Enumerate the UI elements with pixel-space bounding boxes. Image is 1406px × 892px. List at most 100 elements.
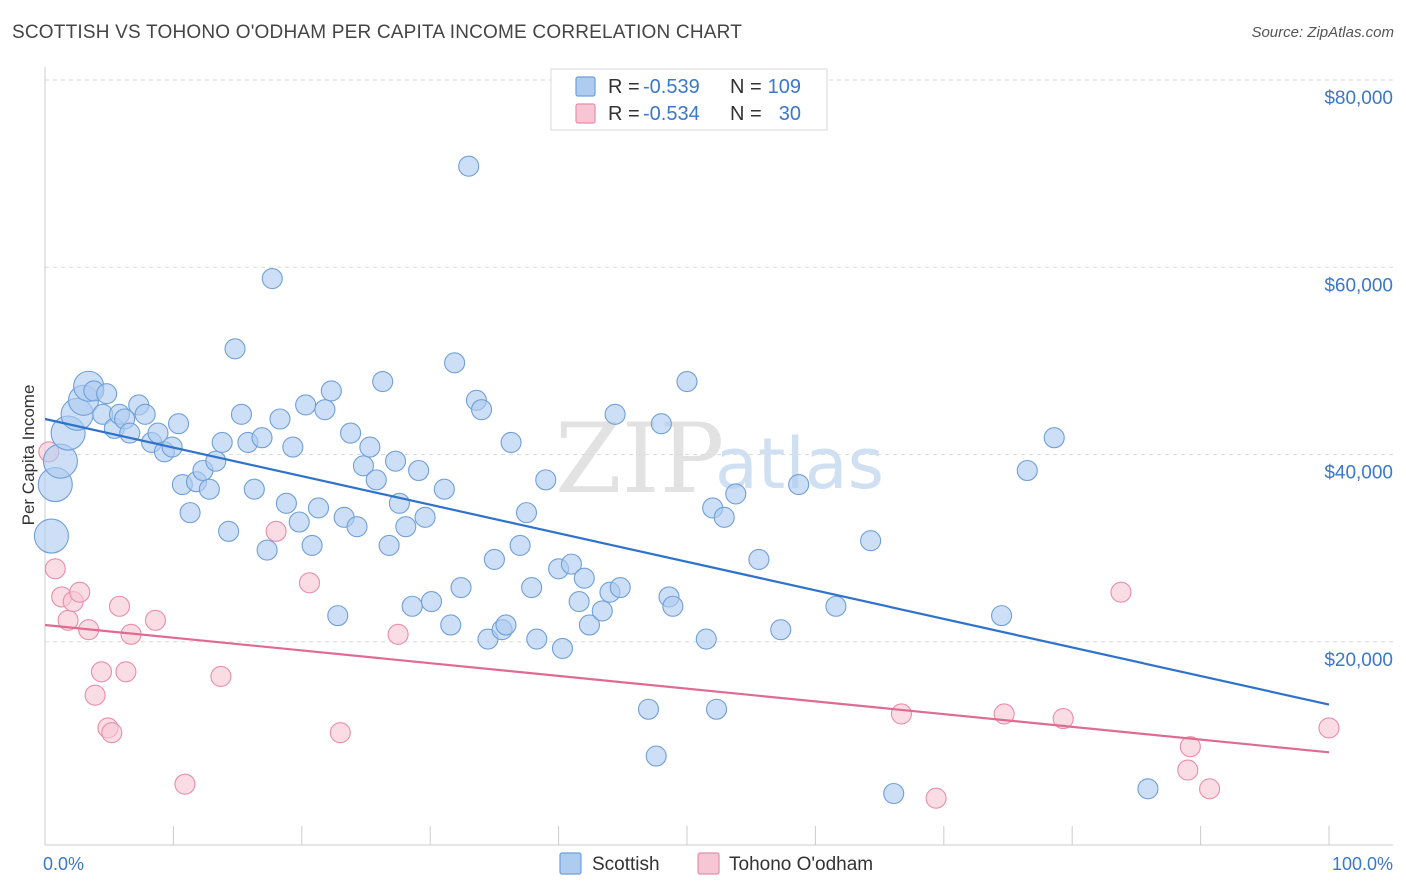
legend-swatch-tohono <box>575 103 596 124</box>
legend-r-value-1: -0.539 <box>643 76 700 98</box>
scottish-point-41 <box>301 534 323 556</box>
scottish-point-81 <box>568 591 590 613</box>
scottish-point-82 <box>573 567 595 589</box>
tohono-point-15 <box>174 773 196 795</box>
scottish-point-107 <box>1043 427 1065 449</box>
source-credit: Source: ZipAtlas.com <box>1251 24 1394 41</box>
scottish-point-29 <box>224 338 246 360</box>
scottish-point-90 <box>650 413 672 435</box>
scottish-point-57 <box>401 595 423 617</box>
correlation-legend: R = -0.539 N = 109 R = -0.534 N = 30 <box>550 68 828 131</box>
scottish-point-35 <box>261 268 283 290</box>
scottish-point-86 <box>604 403 626 425</box>
scottish-point-50 <box>359 436 381 458</box>
gridlines <box>45 79 1393 643</box>
legend-r-label-1: R = <box>608 76 640 98</box>
tohono-point-21 <box>890 703 912 725</box>
scottish-point-73 <box>509 534 531 556</box>
y-tick-label-80000: $80,000 <box>1324 88 1393 109</box>
y-tick-label-40000: $40,000 <box>1324 463 1393 484</box>
scottish-point-96 <box>705 698 728 720</box>
scottish-point-56 <box>395 516 417 538</box>
tohono-point-5 <box>69 581 91 603</box>
scottish-point-47 <box>340 422 362 444</box>
series-legend: Scottish Tohono O'odham <box>559 852 873 875</box>
y-tick-label-60000: $60,000 <box>1324 275 1393 296</box>
bottom-legend-swatch-scottish <box>559 852 582 875</box>
scottish-point-48 <box>346 516 368 538</box>
scottish-point-83 <box>578 614 600 636</box>
scottish-point-25 <box>198 478 220 500</box>
scottish-point-106 <box>1016 459 1038 482</box>
scottish-point-53 <box>378 534 400 556</box>
scottish-point-27 <box>211 431 233 453</box>
legend-swatch-scottish <box>575 76 596 97</box>
scottish-point-99 <box>748 548 770 570</box>
scottish-point-36 <box>269 408 291 430</box>
tohono-point-19 <box>329 722 351 744</box>
x-tick-label-min: 0.0% <box>43 854 84 874</box>
watermark-zip: ZIP <box>555 403 724 515</box>
scottish-point-43 <box>314 399 336 421</box>
x-tick-label-max: 100.0% <box>1332 854 1393 874</box>
tohono-point-8 <box>90 661 113 683</box>
legend-box <box>550 68 828 131</box>
scottish-point-93 <box>676 371 698 393</box>
scottish-point-72 <box>500 431 522 453</box>
y-tick-label-20000: $20,000 <box>1324 650 1393 671</box>
legend-n-label-1: N = <box>730 76 762 98</box>
scottish-point-59 <box>414 506 436 528</box>
scottish-point-22 <box>179 502 201 524</box>
scottish-point-44 <box>320 380 342 402</box>
tohono-point-18 <box>298 572 321 594</box>
scottish-point-75 <box>521 576 543 599</box>
scottish-point-28 <box>218 520 240 542</box>
scottish-point-52 <box>372 371 394 393</box>
scottish-point-64 <box>450 576 472 599</box>
scottish-point-77 <box>535 469 557 491</box>
scottish-point-33 <box>251 427 273 449</box>
scottish-point-40 <box>295 394 317 416</box>
scottish-point-98 <box>725 483 747 505</box>
scottish-point-108 <box>1137 778 1159 800</box>
bottom-legend-tohono: Tohono O'odham <box>729 854 873 875</box>
scottish-point-87 <box>609 576 631 599</box>
bottom-legend-scottish: Scottish <box>592 854 660 875</box>
scottish-point-32 <box>243 478 265 500</box>
scottish-trend-line <box>44 417 1330 706</box>
scottish-point-103 <box>860 530 882 552</box>
scottish-point-30 <box>230 403 253 425</box>
tohono-point-1 <box>44 558 66 580</box>
tohono-point-11 <box>108 595 131 617</box>
scottish-point-104 <box>883 782 905 805</box>
scottish-point-15 <box>134 403 156 425</box>
tohono-point-20 <box>387 623 409 645</box>
tohono-point-22 <box>925 787 947 809</box>
y-axis-label: Per Capita Income <box>19 385 38 526</box>
scottish-point-60 <box>420 591 443 613</box>
tohono-point-24 <box>1052 708 1074 730</box>
scottish-point-100 <box>770 619 792 641</box>
trend-lines <box>44 417 1330 754</box>
scottish-point-54 <box>384 450 407 472</box>
legend-n-label-2: N = <box>730 103 762 125</box>
scottish-point-34 <box>256 539 278 561</box>
scottish-point-94 <box>695 628 717 650</box>
scottish-point-71 <box>495 614 517 636</box>
scottish-point-69 <box>483 548 505 570</box>
scottish-point-37 <box>275 492 297 514</box>
scottish-point-76 <box>526 628 548 650</box>
scottish-point-61 <box>433 478 455 500</box>
bottom-legend-swatch-tohono <box>697 852 720 875</box>
scottish-point-9 <box>96 383 118 405</box>
x-tick-marks <box>44 826 1330 845</box>
scottish-points <box>33 155 1159 805</box>
tohono-point-28 <box>1199 778 1221 800</box>
chart-title: SCOTTISH VS TOHONO O'ODHAM PER CAPITA IN… <box>12 22 743 43</box>
scottish-point-38 <box>282 436 304 458</box>
scottish-point-26 <box>205 450 227 472</box>
scottish-point-51 <box>365 469 387 491</box>
scottish-point-74 <box>515 502 538 524</box>
scottish-point-20 <box>167 413 190 435</box>
